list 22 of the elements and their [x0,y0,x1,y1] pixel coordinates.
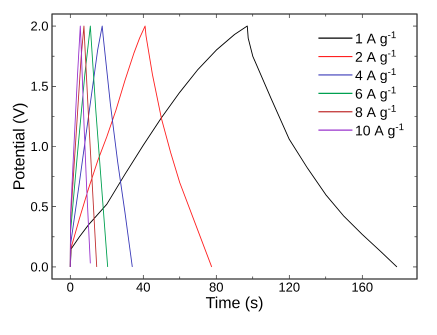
x-tick-label: 160 [352,282,373,292]
y-tick-label: 0.5 [30,202,48,212]
y-axis-title: Potential (V) [12,104,28,190]
line-series [70,26,398,268]
line-series [70,26,133,268]
y-tick-label: 1.5 [31,82,48,91]
x-tick-label: 80 [210,282,223,292]
x-axis-title: Time (s) [206,296,262,312]
legend-label: 8 A g$^{-1}$ [356,105,396,120]
x-tick-label: 0 [67,282,74,292]
legend-label: 10 A g$^{-1}$ [356,123,404,138]
legend-label: 1 A g$^{-1}$ [356,31,396,46]
legend-label: 2 A g$^{-1}$ [356,50,396,65]
line-series [70,26,108,268]
legend-label: 6 A g$^{-1}$ [356,86,396,102]
y-tick-label: 1.0 [31,142,48,152]
y-tick-label: 2.0 [31,21,48,31]
y-tick-label: 0.0 [30,262,48,272]
x-tick-label: 40 [136,282,150,292]
line-series [70,26,91,268]
legend-label: 4 A g$^{-1}$ [355,68,396,84]
x-tick-label: 120 [279,282,300,292]
